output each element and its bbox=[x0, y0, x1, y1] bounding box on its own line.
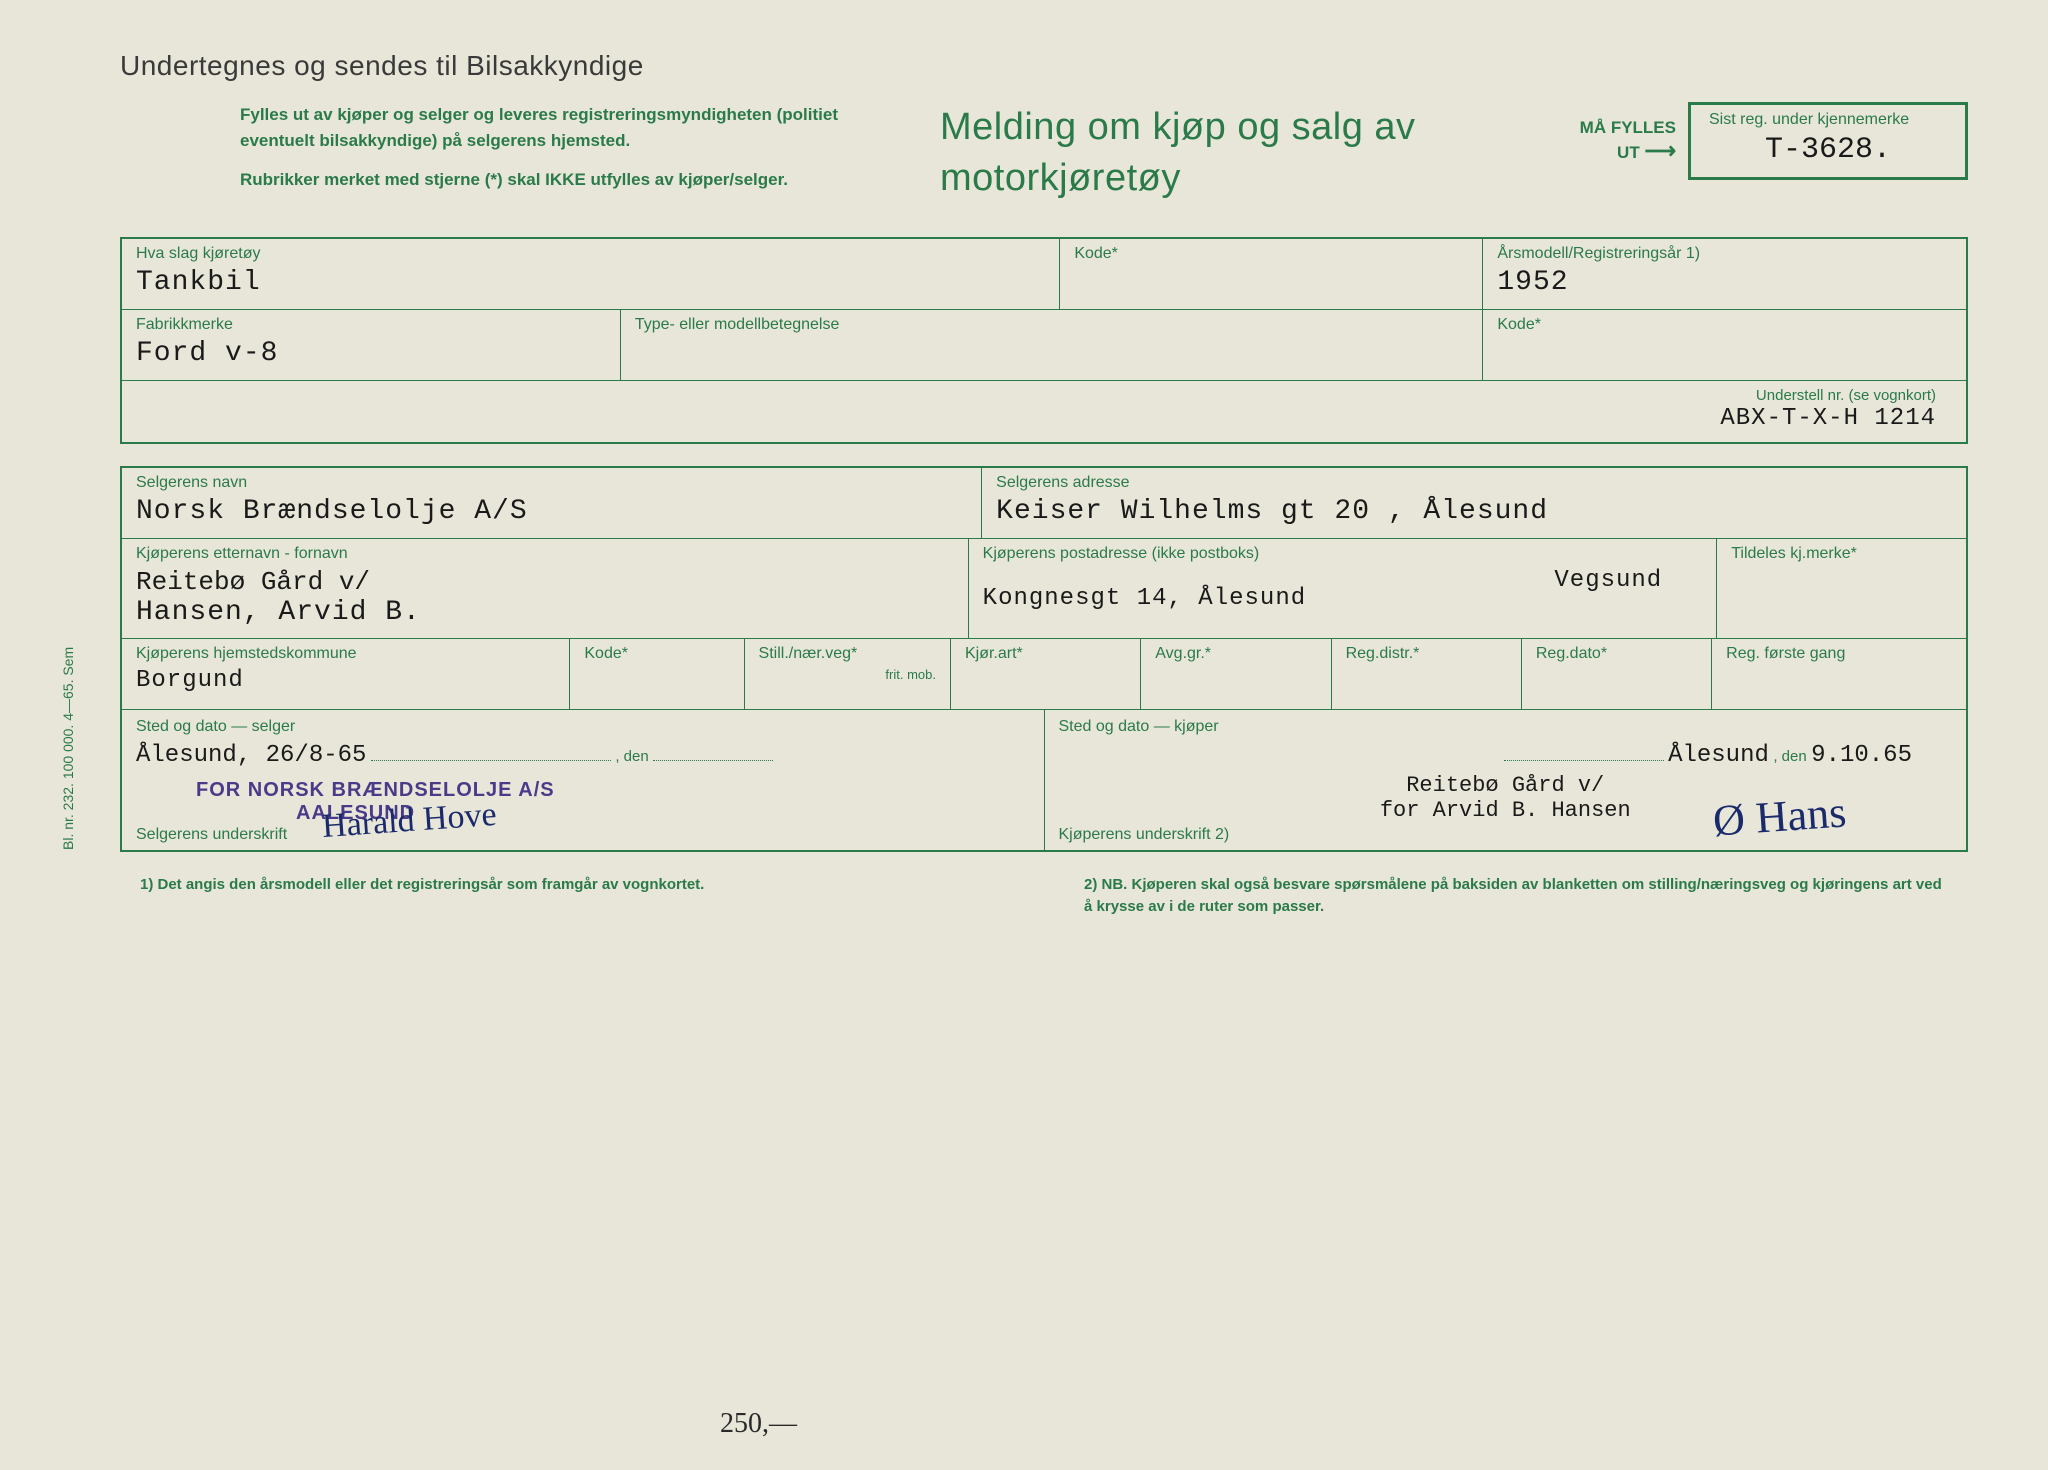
cell-year: Årsmodell/Registreringsår 1) 1952 bbox=[1483, 239, 1966, 309]
cell-seller-sig: Sted og dato — selger Ålesund, 26/8-65 ,… bbox=[122, 710, 1045, 850]
value-make: Ford v-8 bbox=[136, 338, 278, 369]
cell-kommune: Kjøperens hjemstedskommune Borgund bbox=[122, 639, 570, 709]
label-seller-name: Selgerens navn bbox=[136, 474, 967, 492]
value-seller-name: Norsk Brændselolje A/S bbox=[136, 496, 528, 527]
arrow-icon: ⟶ bbox=[1644, 138, 1676, 163]
reg-box-value: T-3628. bbox=[1709, 133, 1947, 167]
label-buyer-date: Sted og dato — kjøper bbox=[1059, 718, 1953, 736]
cell-seller-addr: Selgerens adresse Keiser Wilhelms gt 20 … bbox=[982, 468, 1966, 538]
buyer-signature: Ø Hans bbox=[1711, 786, 1847, 846]
label-regdistr: Reg.distr.* bbox=[1346, 645, 1507, 663]
cell-tildeles: Tildeles kj.merke* bbox=[1717, 539, 1966, 638]
stamp-top-title: Undertegnes og sendes til Bilsakkyndige bbox=[120, 50, 1968, 82]
cell-make: Fabrikkmerke Ford v-8 bbox=[122, 310, 621, 380]
form-main-title: Melding om kjøp og salg av motorkjøretøy bbox=[940, 102, 1580, 205]
label-buyer-post: Kjøperens postadresse (ikke postboks) bbox=[983, 545, 1703, 563]
cell-regdato: Reg.dato* bbox=[1522, 639, 1712, 709]
value-buyer-post2: Kongnesgt 14, Ålesund bbox=[983, 585, 1306, 612]
cell-buyer-name: Kjøperens etternavn - fornavn Reitebø Gå… bbox=[122, 539, 969, 638]
value-chassis: ABX-T-X-H 1214 bbox=[1720, 405, 1936, 432]
cell-vehicle-type: Hva slag kjøretøy Tankbil bbox=[122, 239, 1060, 309]
label-seller-date: Sted og dato — selger bbox=[136, 718, 1030, 736]
label-avggr: Avg.gr.* bbox=[1155, 645, 1316, 663]
signature-row: Sted og dato — selger Ålesund, 26/8-65 ,… bbox=[122, 710, 1966, 850]
label-model: Type- eller modellbetegnelse bbox=[635, 316, 1469, 334]
cell-chassis: Understell nr. (se vognkort) ABX-T-X-H 1… bbox=[122, 381, 1966, 442]
cell-regdistr: Reg.distr.* bbox=[1332, 639, 1522, 709]
label-still-sub: frit. mob. bbox=[885, 667, 936, 682]
seller-stamp-line1: FOR NORSK BRÆNDSELOLJE A/S bbox=[196, 779, 1030, 802]
cell-model: Type- eller modellbetegnelse bbox=[621, 310, 1484, 380]
reg-box-label: Sist reg. under kjennemerke bbox=[1709, 111, 1909, 128]
reg-box-wrap: MÅ FYLLES UT ⟶ Sist reg. under kjennemer… bbox=[1580, 102, 1968, 180]
vehicle-section: Hva slag kjøretøy Tankbil Kode* Årsmodel… bbox=[120, 237, 1968, 444]
instructions-block: Fylles ut av kjøper og selger og leveres… bbox=[240, 102, 880, 207]
label-seller-addr: Selgerens adresse bbox=[996, 474, 1952, 492]
buyer-for1: Reitebø Gård v/ bbox=[1406, 773, 1604, 798]
label-still: Still./nær.veg* bbox=[759, 645, 936, 663]
den-label-1: , den bbox=[615, 748, 648, 765]
cell-seller-name: Selgerens navn Norsk Brændselolje A/S bbox=[122, 468, 982, 538]
label-regforste: Reg. første gang bbox=[1726, 645, 1952, 663]
label-buyer-sig: Kjøperens underskrift 2) bbox=[1059, 826, 1230, 844]
parties-section: Selgerens navn Norsk Brændselolje A/S Se… bbox=[120, 466, 1968, 852]
cell-kode3: Kode* bbox=[570, 639, 744, 709]
value-vehicle-type: Tankbil bbox=[136, 267, 261, 298]
ma-fylles-label: MÅ FYLLES UT ⟶ bbox=[1580, 118, 1676, 165]
label-kode3: Kode* bbox=[584, 645, 729, 663]
label-make: Fabrikkmerke bbox=[136, 316, 606, 334]
value-buyer-post1: Vegsund bbox=[1554, 567, 1662, 594]
registration-box: Sist reg. under kjennemerke T-3628. bbox=[1688, 102, 1968, 180]
value-kommune: Borgund bbox=[136, 667, 244, 694]
value-year: 1952 bbox=[1497, 267, 1568, 298]
label-regdato: Reg.dato* bbox=[1536, 645, 1697, 663]
label-kode1: Kode* bbox=[1074, 245, 1468, 263]
cell-buyer-sig: Sted og dato — kjøper Ålesund , den 9.10… bbox=[1045, 710, 1967, 850]
label-tildeles: Tildeles kj.merke* bbox=[1731, 545, 1952, 563]
cell-still: Still./nær.veg* frit. mob. bbox=[745, 639, 951, 709]
ma-fylles-1: MÅ FYLLES bbox=[1580, 118, 1676, 137]
cell-avggr: Avg.gr.* bbox=[1141, 639, 1331, 709]
buyer-date: 9.10.65 bbox=[1811, 742, 1912, 769]
header-row: Fylles ut av kjøper og selger og leveres… bbox=[120, 102, 1968, 207]
instruction-p1: Fylles ut av kjøper og selger og leveres… bbox=[240, 102, 880, 153]
label-seller-sig: Selgerens underskrift bbox=[136, 826, 287, 844]
seller-place-date: Ålesund, 26/8-65 bbox=[136, 742, 366, 769]
handwritten-price: 250,— bbox=[720, 1408, 797, 1440]
footnote-1: 1) Det angis den årsmodell eller det reg… bbox=[140, 874, 1004, 919]
label-buyer-name: Kjøperens etternavn - fornavn bbox=[136, 545, 954, 563]
instruction-p2: Rubrikker merket med stjerne (*) skal IK… bbox=[240, 167, 880, 193]
label-chassis: Understell nr. (se vognkort) bbox=[1756, 387, 1936, 404]
buyer-for2: for Arvid B. Hansen bbox=[1380, 798, 1631, 823]
den-label-2: , den bbox=[1773, 748, 1806, 765]
value-buyer-name1: Reitebø Gård v/ bbox=[136, 567, 370, 597]
label-year: Årsmodell/Registreringsår 1) bbox=[1497, 245, 1952, 263]
footer-notes: 1) Det angis den årsmodell eller det reg… bbox=[120, 874, 1968, 919]
footnote-2: 2) NB. Kjøperen skal også besvare spørsm… bbox=[1084, 874, 1948, 919]
buyer-place: Ålesund bbox=[1668, 742, 1769, 769]
side-print-info: Bl. nr. 232. 100 000. 4—65. Sem bbox=[60, 647, 76, 850]
label-kommune: Kjøperens hjemstedskommune bbox=[136, 645, 555, 663]
cell-kjorart: Kjør.art* bbox=[951, 639, 1141, 709]
label-vehicle-type: Hva slag kjøretøy bbox=[136, 245, 1045, 263]
cell-kode1: Kode* bbox=[1060, 239, 1483, 309]
ma-fylles-2: UT bbox=[1617, 143, 1640, 162]
label-kode2: Kode* bbox=[1497, 316, 1952, 334]
cell-kode2: Kode* bbox=[1483, 310, 1966, 380]
cell-regforste: Reg. første gang bbox=[1712, 639, 1966, 709]
label-kjorart: Kjør.art* bbox=[965, 645, 1126, 663]
value-seller-addr: Keiser Wilhelms gt 20 , Ålesund bbox=[996, 496, 1548, 527]
cell-buyer-post: Kjøperens postadresse (ikke postboks) Ve… bbox=[969, 539, 1718, 638]
value-buyer-name2: Hansen, Arvid B. bbox=[136, 597, 421, 628]
